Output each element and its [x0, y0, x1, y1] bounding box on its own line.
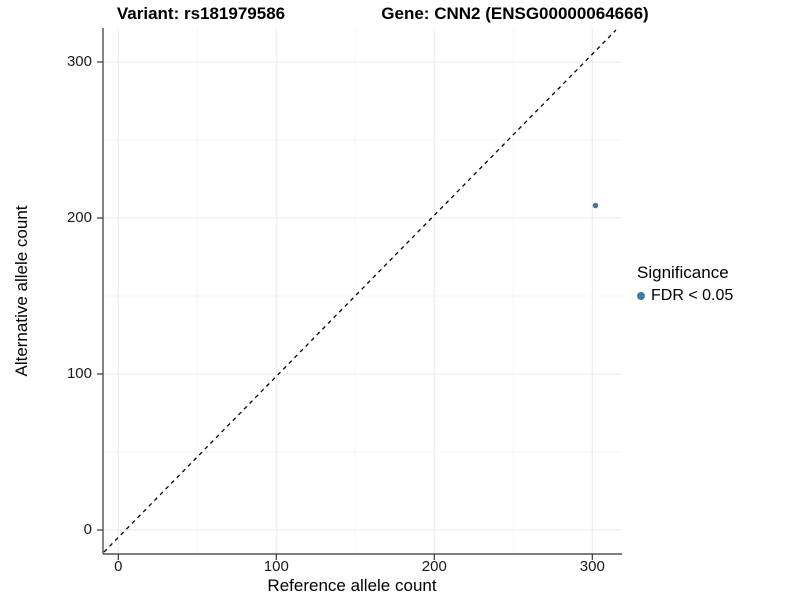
data-point	[592, 202, 599, 209]
x-tick-label: 300	[579, 558, 605, 575]
legend-item: FDR < 0.05	[637, 287, 733, 305]
legend-title: Significance	[637, 263, 729, 282]
legend-dot-icon	[637, 292, 645, 300]
x-tick-label: 200	[421, 558, 447, 575]
y-tick-label: 200	[66, 209, 92, 226]
x-axis-title: Reference allele count	[267, 576, 437, 595]
plot-title-gene: Gene: CNN2 (ENSG00000064666)	[381, 4, 649, 23]
legend-item-label: FDR < 0.05	[651, 287, 734, 304]
legend: Significance FDR < 0.05	[637, 263, 733, 305]
y-axis-title: Alternative allele count	[12, 205, 31, 377]
identity-line	[103, 29, 617, 553]
y-tick-label: 100	[66, 365, 92, 382]
x-tick-label: 100	[263, 558, 289, 575]
x-tick-label: 0	[114, 558, 123, 575]
y-tick-label: 300	[66, 53, 92, 70]
y-tick-label: 0	[83, 521, 92, 538]
plot-title-variant: Variant: rs181979586	[116, 4, 286, 23]
